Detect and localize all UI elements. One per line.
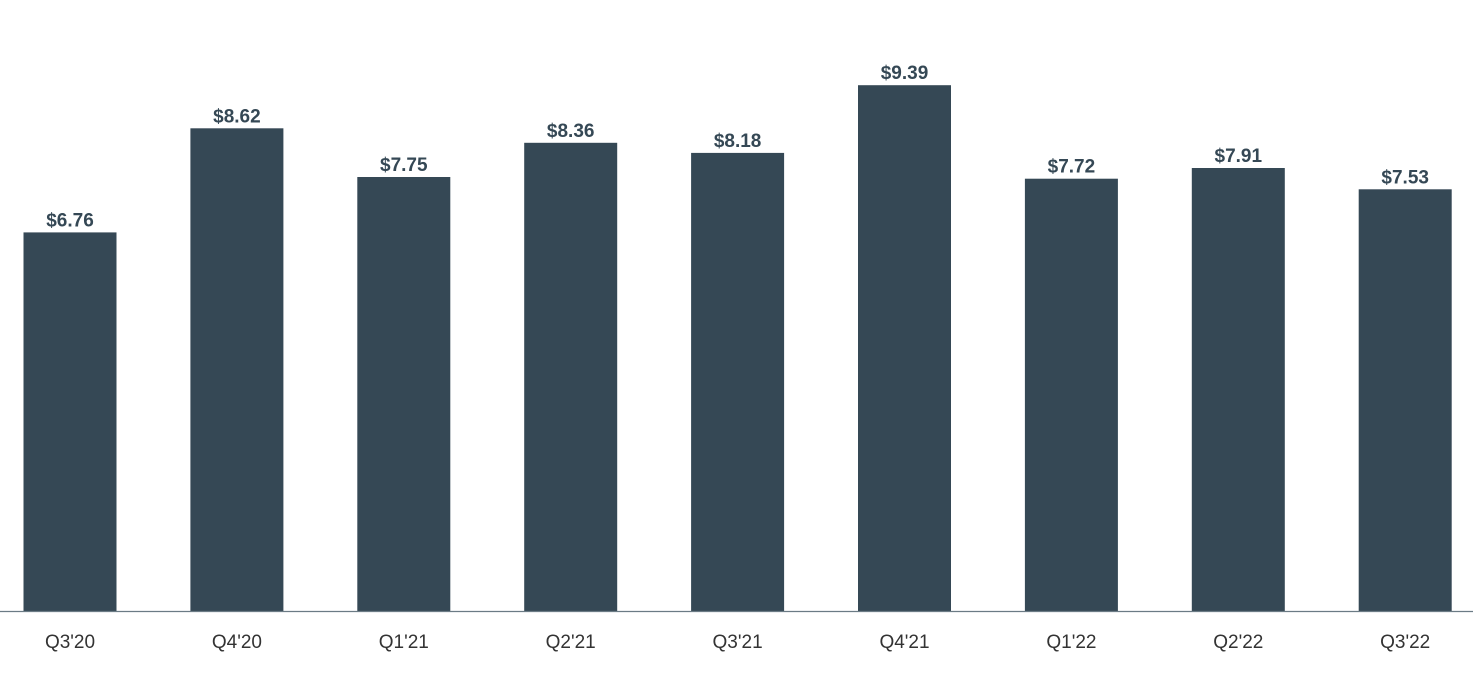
data-label: $7.53 [1381, 167, 1429, 188]
x-tick-label: Q3'20 [45, 632, 95, 653]
bar [1024, 178, 1118, 611]
x-tick-label: Q2'22 [1213, 632, 1263, 653]
bar [190, 128, 284, 612]
data-label: $7.91 [1215, 146, 1263, 167]
bars-group [23, 85, 1452, 612]
bar [691, 152, 785, 611]
bar [1191, 168, 1285, 611]
data-labels-group: $6.76 $8.62 $7.75 $8.36 $8.18 $9.39 $7.72 $7.91… [46, 63, 1429, 231]
x-tick-label: Q1'21 [379, 632, 429, 653]
bar [858, 85, 951, 611]
data-label: $7.75 [380, 155, 428, 176]
x-tick-label: Q4'21 [879, 632, 929, 653]
bar [524, 142, 618, 612]
bar [23, 232, 117, 611]
x-tick-label: Q2'21 [546, 632, 596, 653]
data-label: $9.39 [881, 63, 929, 84]
bar [1358, 189, 1452, 612]
data-label: $8.36 [547, 121, 595, 142]
x-tick-label: Q3'21 [713, 632, 763, 653]
data-label: $7.72 [1048, 157, 1096, 178]
data-label: $6.76 [46, 210, 94, 231]
data-label: $8.18 [714, 131, 762, 152]
bar [357, 177, 451, 611]
x-tick-label: Q3'22 [1380, 632, 1430, 653]
x-tick-labels-group: Q3'20 Q4'20 Q1'21 Q2'21 Q3'21 Q4'21 Q1'22 Q2'22… [45, 632, 1430, 653]
x-tick-label: Q4'20 [212, 632, 262, 653]
x-tick-label: Q1'22 [1046, 632, 1096, 653]
data-label: $8.62 [213, 106, 261, 127]
